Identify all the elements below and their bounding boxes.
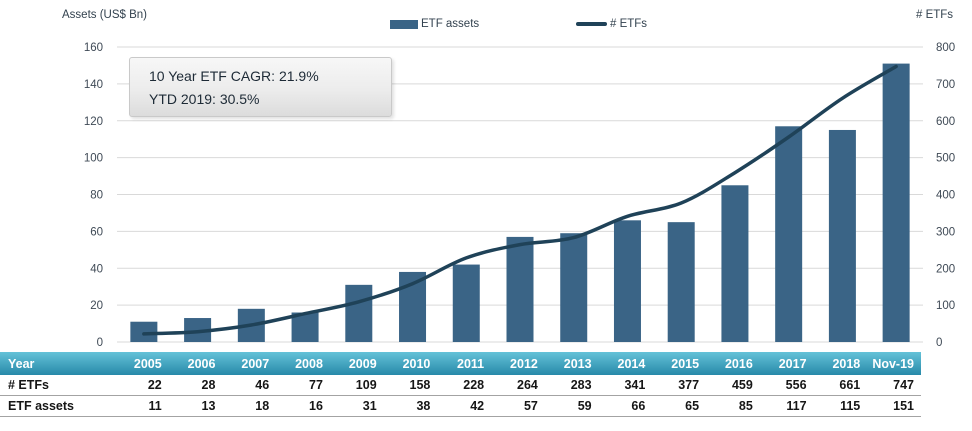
cell-2016: 459	[731, 378, 753, 392]
year-header-label: Year	[8, 356, 35, 371]
left-axis-tick: 0	[97, 337, 103, 349]
left-axis-tick: 20	[90, 300, 103, 312]
cell-2015: 65	[685, 399, 700, 413]
year-header-2009: 2009	[348, 356, 377, 371]
cell-2006: 13	[201, 399, 216, 413]
right-axis-tick: 100	[936, 300, 955, 312]
data-table: Year 2005 2006 2007 2008 2009 2010 2011 2012 2013…	[0, 352, 921, 417]
cell-2014: 341	[624, 378, 646, 392]
year-header-2016: 2016	[724, 356, 753, 371]
cell-2018: 115	[840, 399, 861, 413]
year-header-2010: 2010	[402, 356, 431, 371]
cell-2008: 77	[309, 378, 323, 392]
right-axis-tick: 800	[936, 42, 955, 54]
row-label-etf-count: # ETFs	[8, 378, 49, 392]
cell-2012: 57	[523, 399, 538, 413]
cell-2013: 59	[577, 399, 592, 413]
year-header-2005: 2005	[133, 356, 162, 371]
cagr-annotation-box: 10 Year ETF CAGR: 21.9% YTD 2019: 30.5%	[129, 57, 392, 117]
year-header-2015: 2015	[671, 356, 700, 371]
cell-2009: 31	[362, 399, 377, 413]
etf-count-line	[142, 64, 898, 336]
table-row-etf-count: # ETFs 22 28 46 77 109 158 228 264 283 341 377 459 55…	[0, 375, 921, 396]
line-swatch-icon	[576, 22, 607, 26]
cagr-annotation-line1: 10 Year ETF CAGR: 21.9%	[149, 68, 319, 84]
cell-2010: 38	[416, 399, 431, 413]
left-axis-tick: 120	[84, 116, 103, 128]
left-axis-tick: 60	[90, 226, 103, 238]
cell-2008: 16	[309, 399, 323, 413]
year-header-Nov-19: Nov-19	[872, 356, 914, 371]
bar-2008	[291, 312, 319, 342]
combo-chart-canvas: 0 20 40 60 80 100 120 140 160 0 100 200 300 400 500 600…	[84, 42, 955, 349]
left-axis-tick: 140	[84, 79, 103, 91]
bar-2013	[560, 233, 588, 342]
year-header-2011: 2011	[457, 356, 485, 371]
year-header-2008: 2008	[295, 356, 323, 371]
bar-2015	[667, 222, 695, 342]
year-header-2018: 2018	[832, 356, 861, 371]
bar-2016	[721, 185, 749, 342]
year-header-2007: 2007	[241, 356, 270, 371]
right-axis-tick: 0	[936, 337, 942, 349]
cell-2018: 661	[839, 378, 861, 392]
right-axis-tick: 700	[936, 79, 955, 91]
bar-2005	[130, 321, 158, 342]
year-header-2017: 2017	[778, 356, 807, 371]
right-axis-tick: 200	[936, 263, 955, 275]
bar-2017	[775, 126, 803, 342]
bar-2012	[506, 236, 534, 342]
table-row-etf-assets: ETF assets 11 13 18 16 31 38 42 57 59 66 65 85 117 115…	[0, 396, 921, 417]
legend-item-etf-assets: ETF assets	[390, 16, 479, 32]
right-axis-tick: 300	[936, 226, 955, 238]
cell-Nov-19: 747	[893, 378, 914, 392]
cell-2014: 66	[631, 399, 646, 413]
cell-2009: 109	[355, 378, 377, 392]
cell-2005: 11	[148, 399, 162, 413]
right-axis-tick: 400	[936, 190, 955, 202]
cell-2013: 283	[570, 378, 592, 392]
cell-2011: 42	[470, 399, 485, 413]
cell-2017: 117	[786, 399, 807, 413]
left-axis-tick: 100	[84, 153, 103, 165]
bar-Nov-19	[882, 63, 910, 342]
year-header-2006: 2006	[187, 356, 216, 371]
cell-Nov-19: 151	[893, 399, 914, 413]
legend-label-etf-count: # ETFs	[610, 18, 648, 30]
right-axis-tick: 500	[936, 153, 955, 165]
cell-2011: 228	[463, 378, 485, 392]
year-header-2014: 2014	[617, 356, 646, 371]
bar-2018	[828, 129, 856, 342]
bar-2011	[452, 264, 480, 342]
left-axis-tick: 80	[90, 190, 103, 202]
cell-2015: 377	[678, 378, 700, 392]
cell-2006: 28	[201, 378, 216, 392]
bar-swatch-icon	[390, 19, 418, 29]
cell-2012: 264	[517, 378, 538, 392]
cell-2007: 18	[255, 399, 270, 413]
cell-2007: 46	[255, 378, 270, 392]
bar-2014	[613, 220, 641, 342]
cagr-annotation-line2: YTD 2019: 30.5%	[149, 91, 260, 107]
year-header-2013: 2013	[563, 356, 592, 371]
left-axis-title: Assets (US$ Bn)	[62, 9, 147, 21]
table-header-row: Year 2005 2006 2007 2008 2009 2010 2011 2012 2013…	[0, 352, 921, 375]
cell-2010: 158	[409, 378, 431, 392]
right-axis-title: # ETFs	[916, 9, 954, 21]
cell-2017: 556	[785, 378, 807, 392]
row-label-etf-assets: ETF assets	[8, 399, 75, 413]
cell-2016: 85	[738, 399, 753, 413]
bar-2009	[345, 284, 373, 342]
legend-label-etf-assets: ETF assets	[421, 18, 480, 30]
legend-item-etf-count: # ETFs	[576, 16, 647, 32]
right-axis-tick: 600	[936, 116, 955, 128]
left-axis-tick: 40	[90, 263, 103, 275]
left-axis-tick: 160	[84, 42, 103, 54]
year-header-2012: 2012	[510, 356, 538, 371]
cell-2005: 22	[147, 378, 162, 392]
